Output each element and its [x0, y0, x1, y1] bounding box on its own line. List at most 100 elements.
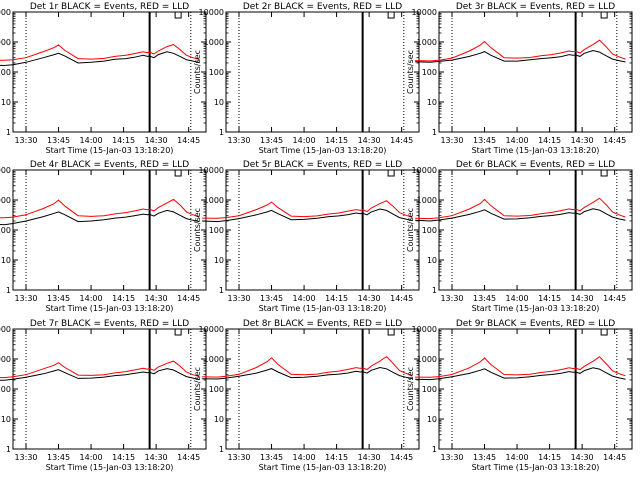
x-tick-label: 14:15 — [112, 294, 135, 303]
series-line-events — [415, 367, 626, 381]
series-line-lld — [415, 39, 626, 62]
y-axis-label: Counts/sec — [406, 367, 415, 411]
series-line-lld — [0, 198, 200, 219]
y-tick-label: 1000 — [204, 196, 224, 205]
x-tick-label: 14:15 — [538, 294, 561, 303]
y-tick-label: 100 — [0, 68, 11, 77]
x-tick-label: 14:30 — [571, 453, 594, 462]
x-tick-label: 14:15 — [325, 294, 348, 303]
plot-frame — [12, 328, 207, 450]
x-tick-label: 13:45 — [47, 294, 70, 303]
x-axis-label: Start Time (15-Jan-03 13:18:20) — [259, 146, 387, 155]
x-tick-label: 14:00 — [506, 294, 529, 303]
x-tick-label: 14:30 — [571, 294, 594, 303]
x-tick-label: 14:30 — [571, 136, 594, 145]
plot-frame — [438, 169, 633, 291]
bracket-marker — [387, 12, 395, 19]
x-tick-label: 13:30 — [227, 453, 250, 462]
x-tick-label: 14:30 — [358, 453, 381, 462]
y-tick-label: 1000 — [0, 355, 11, 364]
panel-det-4: Det 4r BLACK = Events, RED = LLD 1 10 100 10… — [0, 160, 207, 313]
y-tick-label: 1 — [6, 128, 11, 137]
y-tick-label: 1000 — [417, 196, 437, 205]
bracket-marker — [387, 329, 395, 336]
x-tick-label: 14:00 — [293, 294, 316, 303]
y-tick-label: 1 — [432, 128, 437, 137]
x-tick-label: 14:45 — [390, 136, 413, 145]
y-tick-label: 10 — [1, 415, 11, 424]
y-tick-label: 1 — [432, 286, 437, 295]
y-tick-label: 100 — [209, 68, 224, 77]
x-tick-label: 14:00 — [80, 136, 103, 145]
y-tick-label: 1 — [219, 286, 224, 295]
plot-frame — [12, 169, 207, 291]
x-axis-label: Start Time (15-Jan-03 13:18:20) — [472, 463, 600, 472]
x-tick-label: 14:15 — [325, 453, 348, 462]
bracket-marker — [600, 329, 608, 336]
x-tick-label: 14:00 — [293, 136, 316, 145]
x-tick-label: 13:30 — [227, 136, 250, 145]
y-tick-label: 100 — [209, 226, 224, 235]
series-line-events — [0, 209, 200, 226]
x-tick-label: 14:45 — [177, 453, 200, 462]
x-tick-label: 14:45 — [390, 294, 413, 303]
panel-title: Det 2r BLACK = Events, RED = LLD — [243, 2, 402, 12]
y-tick-label: 10000 — [0, 166, 11, 175]
y-tick-label: 100 — [422, 226, 437, 235]
panel-det-7: Det 7r BLACK = Events, RED = LLD 1 10 100 10… — [0, 319, 207, 472]
y-tick-label: 1 — [6, 445, 11, 454]
bracket-marker — [174, 329, 182, 336]
y-tick-label: 1 — [219, 128, 224, 137]
y-axis-label: Counts/sec — [193, 50, 202, 94]
x-tick-label: 14:15 — [112, 453, 135, 462]
y-tick-label: 10 — [1, 256, 11, 265]
y-tick-label: 100 — [422, 68, 437, 77]
series-line-events — [0, 368, 200, 381]
x-tick-label: 13:45 — [473, 294, 496, 303]
x-axis-label: Start Time (15-Jan-03 13:18:20) — [259, 304, 387, 313]
series-line-events — [202, 208, 413, 223]
y-axis-label: Counts/sec — [193, 367, 202, 411]
x-tick-label: 14:45 — [603, 294, 626, 303]
y-tick-label: 10 — [214, 415, 224, 424]
series-line-events — [202, 366, 413, 380]
x-tick-label: 14:45 — [603, 453, 626, 462]
panel-title: Det 7r BLACK = Events, RED = LLD — [30, 319, 189, 329]
y-tick-label: 100 — [209, 385, 224, 394]
x-tick-label: 14:45 — [603, 136, 626, 145]
x-tick-label: 14:45 — [390, 453, 413, 462]
x-tick-label: 14:30 — [145, 294, 168, 303]
x-tick-label: 14:15 — [325, 136, 348, 145]
series-line-lld — [202, 355, 413, 378]
series-line-lld — [202, 200, 413, 219]
y-tick-label: 10 — [427, 98, 437, 107]
bracket-marker — [600, 170, 608, 177]
panel-det-9: Det 9r BLACK = Events, RED = LLD 1 10 100 10… — [406, 319, 633, 472]
x-axis-label: Start Time (15-Jan-03 13:18:20) — [46, 463, 174, 472]
x-axis-label: Start Time (15-Jan-03 13:18:20) — [259, 463, 387, 472]
x-tick-label: 13:30 — [440, 453, 463, 462]
x-tick-label: 13:45 — [473, 453, 496, 462]
series-line-lld — [0, 360, 200, 379]
x-axis-label: Start Time (15-Jan-03 13:18:20) — [46, 146, 174, 155]
y-axis-label: Counts/sec — [406, 50, 415, 94]
y-tick-label: 1000 — [204, 38, 224, 47]
panel-title: Det 5r BLACK = Events, RED = LLD — [243, 160, 402, 170]
y-tick-label: 10 — [1, 98, 11, 107]
y-tick-label: 100 — [0, 226, 11, 235]
plot-frame — [225, 169, 420, 291]
y-tick-label: 1000 — [0, 196, 11, 205]
series-line-events — [0, 51, 200, 67]
x-tick-label: 14:00 — [506, 136, 529, 145]
x-tick-label: 13:30 — [14, 294, 37, 303]
y-axis-label: Counts/sec — [406, 208, 415, 252]
x-tick-label: 14:45 — [177, 136, 200, 145]
x-tick-label: 14:15 — [538, 453, 561, 462]
bracket-marker — [600, 12, 608, 19]
x-tick-label: 14:45 — [177, 294, 200, 303]
x-tick-label: 14:00 — [80, 453, 103, 462]
y-tick-label: 100 — [0, 385, 11, 394]
y-axis-label: Counts/sec — [193, 208, 202, 252]
x-tick-label: 14:00 — [506, 453, 529, 462]
series-line-lld — [0, 44, 200, 61]
